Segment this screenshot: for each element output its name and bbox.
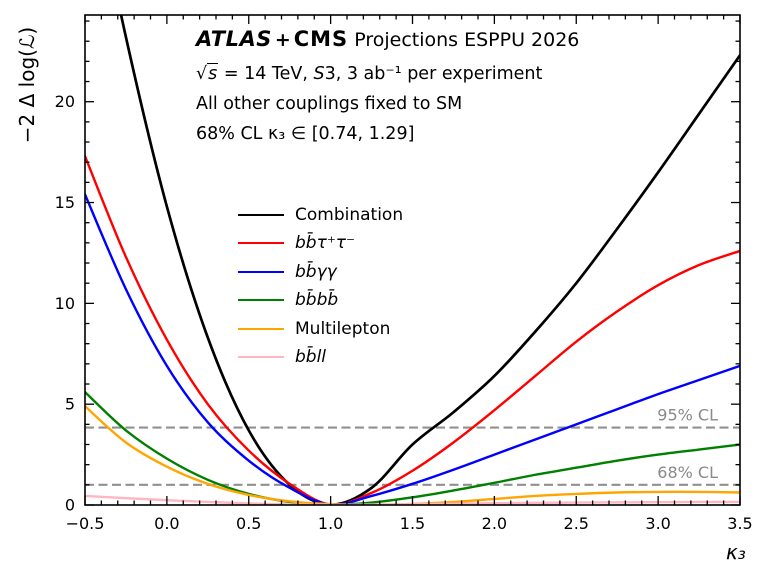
x-tick-label: 0.0	[154, 514, 179, 533]
legend-label-bbgammagamma: bb̄γγ	[295, 261, 337, 282]
curve-multilepton	[85, 404, 740, 505]
cms-label: CMS	[293, 27, 349, 51]
legend-swatch-bbgammagamma	[238, 270, 284, 273]
couplings-line: All other couplings fixed to SM	[196, 94, 463, 114]
legend-item-bbtautau: bb̄τ⁺τ⁻	[238, 233, 403, 253]
energy-line: √s = 14 TeV, S3, 3 ab⁻¹ per experiment	[196, 63, 579, 84]
legend-swatch-multilepton	[238, 327, 284, 330]
x-axis-label: κ₃	[726, 540, 746, 564]
annotation-block: ATLAS + CMS Projections ESPPU 2026 √s = 14…	[196, 27, 579, 154]
legend-swatch-bbtautau	[238, 242, 284, 244]
legend-label-bbll: bb̄ll	[295, 347, 327, 367]
y-tick-label: 5	[65, 395, 75, 414]
cl-label-95CL: 95% CL	[657, 406, 718, 425]
x-tick-label: −0.5	[66, 514, 105, 533]
title-rest: Projections ESPPU 2026	[348, 29, 580, 51]
legend-item-combination: Combination	[238, 204, 404, 225]
legend-swatch-bbbb	[238, 299, 284, 301]
plot-frame	[84, 14, 741, 506]
x-tick-label: 1.0	[318, 514, 343, 533]
cl-interval-line: 68% CL κ₃ ∈ [0.74, 1.29]	[196, 124, 415, 144]
legend-label-bbtautau: bb̄τ⁺τ⁻	[295, 233, 355, 253]
legend-swatch-bbll	[238, 356, 284, 358]
curve-bbgammagamma	[85, 193, 740, 505]
atlas-label: ATLAS	[196, 27, 272, 51]
legend-item-bbll: bb̄ll	[238, 347, 403, 367]
x-tick-label: 0.5	[236, 514, 261, 533]
curve-combination	[119, 15, 740, 505]
legend-label-combination: Combination	[295, 204, 404, 225]
x-tick-label: 3.0	[645, 514, 670, 533]
plus-sign: +	[274, 29, 291, 51]
legend-swatch-combination	[238, 213, 284, 216]
y-tick-label: 10	[55, 294, 75, 313]
legend-label-multilepton: Multilepton	[295, 318, 391, 339]
legend-label-bbbb: bb̄bb̄	[295, 290, 339, 310]
legend: Combination bb̄τ⁺τ⁻ bb̄γγ bb̄bb̄ Multilepton…	[238, 205, 403, 367]
scenario-s: S	[313, 64, 325, 84]
energy-rest-2: 3, 3 ab⁻¹ per experiment	[324, 64, 543, 84]
y-tick-label: 15	[55, 193, 75, 212]
sqrt-icon: √	[196, 64, 208, 84]
sqrt-s: s	[207, 63, 219, 84]
y-tick-label: 0	[65, 496, 75, 515]
energy-rest-1: = 14 TeV,	[218, 64, 314, 84]
y-axis-label: −2 Δ log(ℒ)	[15, 26, 39, 144]
curve-bbbb	[85, 390, 740, 505]
title-line: ATLAS + CMS Projections ESPPU 2026	[196, 27, 579, 51]
cl-label-68CL: 68% CL	[657, 463, 718, 482]
x-tick-label: 2.0	[482, 514, 507, 533]
x-tick-label: 2.5	[564, 514, 589, 533]
legend-item-multilepton: Multilepton	[238, 318, 403, 339]
legend-item-bbbb: bb̄bb̄	[238, 290, 403, 310]
legend-item-bbgammagamma: bb̄γγ	[238, 261, 403, 282]
curve-bbtautau	[85, 154, 740, 505]
y-tick-label: 20	[55, 92, 75, 111]
x-tick-label: 1.5	[400, 514, 425, 533]
x-tick-label: 3.5	[727, 514, 752, 533]
